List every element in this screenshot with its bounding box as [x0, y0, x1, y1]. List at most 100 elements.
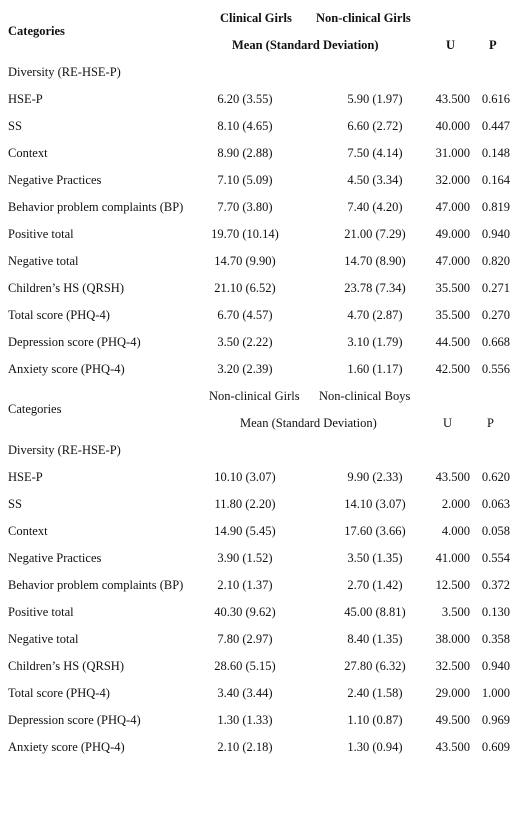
row-p-value: 0.164: [481, 173, 510, 187]
row-u-value: 3.500: [441, 605, 470, 619]
row-mean-group1: 2.10 (1.37): [217, 578, 273, 592]
row-p-value: 0.063: [481, 497, 510, 511]
row-p-value: 0.609: [481, 740, 510, 754]
row-mean-group1: 7.70 (3.80): [217, 200, 273, 214]
row-mean-group1: 3.20 (2.39): [217, 362, 273, 376]
row-category: Positive total: [8, 605, 74, 619]
table-row: Context 14.90 (5.45) 17.60 (3.66) 4.000 0.05…: [0, 518, 518, 545]
header-p: P: [487, 416, 494, 430]
row-category: Depression score (PHQ-4): [8, 713, 141, 727]
row-p-value: 0.270: [481, 308, 510, 322]
row-category: Context: [8, 524, 48, 538]
table-row: Children’s HS (QRSH) 21.10 (6.52) 23.78 (7…: [0, 275, 518, 302]
row-mean-group2: 2.70 (1.42): [347, 578, 403, 592]
table-row: Depression score (PHQ-4) 1.30 (1.33) 1.10 …: [0, 707, 518, 734]
table-row: SS 8.10 (4.65) 6.60 (2.72) 40.000 0.447: [0, 113, 518, 140]
row-mean-group2: 45.00 (8.81): [344, 605, 406, 619]
table-row: SS 11.80 (2.20) 14.10 (3.07) 2.000 0.063: [0, 491, 518, 518]
row-mean-group2: 2.40 (1.58): [347, 686, 403, 700]
row-p-value: 0.058: [481, 524, 510, 538]
row-u-value: 31.000: [435, 146, 470, 160]
row-p-value: 0.554: [481, 551, 510, 565]
row-u-value: 2.000: [441, 497, 470, 511]
row-category: Negative total: [8, 254, 79, 268]
table-row: HSE-P 6.20 (3.55) 5.90 (1.97) 43.500 0.616: [0, 86, 518, 113]
section-label: Diversity (RE-HSE-P): [8, 443, 121, 457]
row-mean-group2: 14.70 (8.90): [344, 254, 406, 268]
section-label: Diversity (RE-HSE-P): [8, 65, 121, 79]
row-mean-group1: 19.70 (10.14): [211, 227, 279, 241]
header-mean-sd: Mean (Standard Deviation): [240, 416, 377, 430]
header-u: U: [443, 416, 453, 430]
row-category: Behavior problem complaints (BP): [8, 578, 184, 592]
table-row: Depression score (PHQ-4) 3.50 (2.22) 3.10 …: [0, 329, 518, 356]
row-category: Children’s HS (QRSH): [8, 659, 124, 673]
row-category: Total score (PHQ-4): [8, 686, 110, 700]
row-mean-group2: 21.00 (7.29): [344, 227, 406, 241]
row-mean-group1: 14.70 (9.90): [214, 254, 276, 268]
header-categories: Categories: [8, 24, 65, 38]
table-row: Negative total 14.70 (9.90) 14.70 (8.90) 47…: [0, 248, 518, 275]
row-u-value: 38.000: [435, 632, 470, 646]
row-mean-group2: 9.90 (2.33): [347, 470, 403, 484]
row-p-value: 0.447: [481, 119, 510, 133]
row-p-value: 1.000: [481, 686, 510, 700]
section-row: Diversity (RE-HSE-P): [0, 437, 518, 464]
table-row: Positive total 19.70 (10.14) 21.00 (7.29) 4…: [0, 221, 518, 248]
row-u-value: 43.500: [435, 470, 470, 484]
row-mean-group2: 8.40 (1.35): [347, 632, 403, 646]
row-u-value: 12.500: [435, 578, 470, 592]
row-mean-group1: 11.80 (2.20): [214, 497, 276, 511]
row-mean-group2: 27.80 (6.32): [344, 659, 406, 673]
table-row: Behavior problem complaints (BP) 2.10 (1.…: [0, 572, 518, 599]
row-mean-group2: 3.50 (1.35): [347, 551, 403, 565]
row-mean-group2: 3.10 (1.79): [347, 335, 403, 349]
row-p-value: 0.372: [481, 578, 510, 592]
row-mean-group1: 1.30 (1.33): [217, 713, 273, 727]
table-row: Total score (PHQ-4) 6.70 (4.57) 4.70 (2.87…: [0, 302, 518, 329]
row-category: Children’s HS (QRSH): [8, 281, 124, 295]
row-mean-group1: 8.90 (2.88): [217, 146, 273, 160]
row-u-value: 40.000: [435, 119, 470, 133]
header-mean-sd: Mean (Standard Deviation): [232, 38, 379, 52]
row-category: Anxiety score (PHQ-4): [8, 362, 125, 376]
row-mean-group1: 3.50 (2.22): [217, 335, 273, 349]
table-row: Negative total 7.80 (2.97) 8.40 (1.35) 38.0…: [0, 626, 518, 653]
row-u-value: 49.500: [435, 713, 470, 727]
row-mean-group1: 21.10 (6.52): [214, 281, 276, 295]
row-mean-group2: 7.40 (4.20): [347, 200, 403, 214]
row-p-value: 0.940: [481, 227, 510, 241]
row-mean-group2: 23.78 (7.34): [344, 281, 406, 295]
row-u-value: 35.500: [435, 308, 470, 322]
header-group1: Clinical Girls: [220, 11, 292, 25]
row-p-value: 0.556: [481, 362, 510, 376]
row-u-value: 47.000: [435, 200, 470, 214]
table-row: Anxiety score (PHQ-4) 2.10 (2.18) 1.30 (0.…: [0, 734, 518, 761]
row-u-value: 32.000: [435, 173, 470, 187]
row-u-value: 49.000: [435, 227, 470, 241]
table-row: HSE-P 10.10 (3.07) 9.90 (2.33) 43.500 0.620: [0, 464, 518, 491]
row-p-value: 0.271: [481, 281, 510, 295]
row-u-value: 4.000: [441, 524, 470, 538]
row-category: Context: [8, 146, 48, 160]
row-u-value: 42.500: [435, 362, 470, 376]
row-p-value: 0.358: [481, 632, 510, 646]
row-category: Positive total: [8, 227, 74, 241]
table-row: Children’s HS (QRSH) 28.60 (5.15) 27.80 (6…: [0, 653, 518, 680]
table-row: Negative Practices 7.10 (5.09) 4.50 (3.34)…: [0, 167, 518, 194]
row-u-value: 41.000: [435, 551, 470, 565]
row-u-value: 29.000: [435, 686, 470, 700]
row-mean-group1: 10.10 (3.07): [214, 470, 276, 484]
row-p-value: 0.819: [481, 200, 510, 214]
row-u-value: 43.500: [435, 92, 470, 106]
row-category: Total score (PHQ-4): [8, 308, 110, 322]
row-p-value: 0.969: [481, 713, 510, 727]
row-u-value: 32.500: [435, 659, 470, 673]
row-mean-group1: 8.10 (4.65): [217, 119, 273, 133]
row-category: Anxiety score (PHQ-4): [8, 740, 125, 754]
row-mean-group1: 2.10 (2.18): [217, 740, 273, 754]
row-mean-group2: 17.60 (3.66): [344, 524, 406, 538]
row-u-value: 43.500: [435, 740, 470, 754]
table-row: Context 8.90 (2.88) 7.50 (4.14) 31.000 0.148: [0, 140, 518, 167]
row-category: Negative Practices: [8, 551, 102, 565]
